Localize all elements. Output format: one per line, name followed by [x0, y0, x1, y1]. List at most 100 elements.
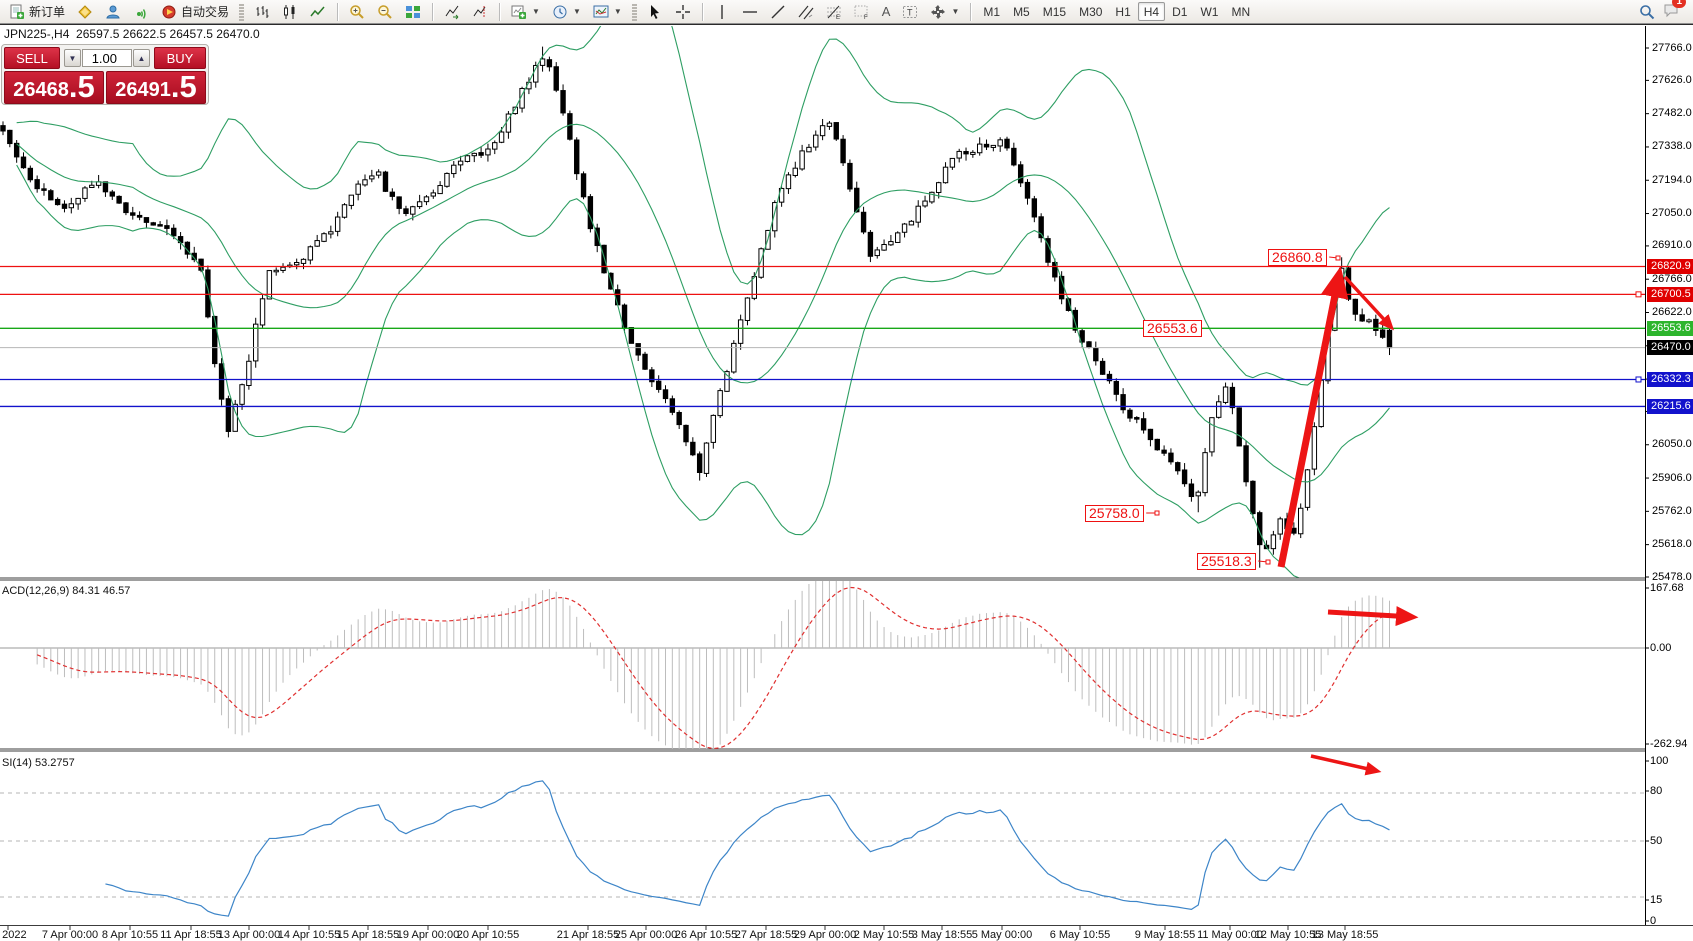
buy-button[interactable]: BUY — [154, 47, 206, 69]
volume-input[interactable]: 1.00 — [82, 49, 132, 67]
horizontal-line-button[interactable] — [737, 2, 763, 22]
bollinger-middle[interactable] — [16, 123, 1390, 483]
candles — [0, 46, 1393, 568]
annotation-handle[interactable] — [1154, 510, 1160, 516]
metaeditor-icon — [78, 4, 92, 19]
macd-momentum-arrow[interactable] — [1327, 606, 1419, 627]
toolbar-grip[interactable] — [631, 2, 637, 21]
toolbar-separator — [701, 2, 703, 21]
fibonacci-button[interactable]: E — [821, 2, 847, 22]
text-label-button[interactable]: T — [897, 2, 923, 22]
rally-up-arrow[interactable] — [1277, 266, 1349, 568]
text-button[interactable]: A — [877, 2, 896, 22]
crosshair-icon — [675, 4, 690, 19]
timeframe-h1[interactable]: H1 — [1115, 4, 1131, 19]
timeframe-m30[interactable]: M30 — [1079, 4, 1103, 19]
signals-icon — [137, 8, 146, 19]
timeframe-m15[interactable]: M15 — [1042, 4, 1067, 19]
notifications-button[interactable]: 1 — [1663, 0, 1686, 21]
candlestick-button[interactable] — [277, 2, 303, 22]
candlestick-icon — [284, 4, 295, 19]
new-order-icon — [10, 4, 24, 19]
autotrade-button[interactable]: 自动交易 — [156, 2, 234, 22]
arrows-button[interactable]: ▼ — [925, 2, 964, 22]
hline-handle[interactable] — [1635, 376, 1642, 383]
hline-handle[interactable] — [1635, 291, 1642, 298]
grid-button[interactable]: F — [849, 2, 875, 22]
rsi-line — [105, 780, 1390, 917]
metaeditor-button[interactable] — [72, 2, 98, 22]
volume-decrease-button[interactable]: ▼ — [64, 49, 81, 67]
line-chart-button[interactable] — [305, 2, 331, 22]
svg-text:F: F — [864, 15, 868, 20]
trendline-button[interactable] — [765, 2, 791, 22]
buy-price-display[interactable]: 26491.5 — [106, 71, 206, 104]
sell-price-main: 26468 — [13, 79, 69, 101]
volume-increase-button[interactable]: ▲ — [133, 49, 150, 67]
buy-price-main: 26491 — [115, 79, 171, 101]
vertical-line-button[interactable] — [709, 2, 735, 22]
fibonacci-icon: E — [826, 5, 841, 20]
crosshair-button[interactable] — [670, 2, 696, 22]
timeframe-m1[interactable]: M1 — [983, 4, 1001, 19]
bollinger-upper[interactable] — [16, 0, 1390, 386]
chart-shift-button[interactable] — [467, 2, 493, 22]
timeframe-h4[interactable]: H4 — [1137, 2, 1166, 21]
auto-scroll-button[interactable] — [439, 2, 465, 22]
signals-button[interactable] — [128, 2, 154, 22]
timeframe-d1[interactable]: D1 — [1172, 4, 1188, 19]
bar-chart-button[interactable] — [249, 2, 275, 22]
annotation-handle[interactable] — [1335, 255, 1341, 261]
tile-windows-icon — [406, 5, 421, 18]
sell-button[interactable]: SELL — [4, 47, 60, 69]
new-order-button[interactable]: 新订单 — [4, 2, 70, 22]
zoom-in-icon — [350, 4, 364, 19]
toolbar-grip[interactable] — [239, 2, 245, 21]
text-a-icon: A — [881, 4, 891, 19]
new-chart-button[interactable]: ▼ — [506, 2, 545, 22]
one-click-trading-panel: SELL ▼ 1.00 ▲ BUY 26468.5 26491.5 — [1, 44, 209, 105]
templates-button[interactable]: ▼ — [588, 2, 627, 22]
timeframe-m5[interactable]: M5 — [1013, 4, 1030, 19]
template-icon — [593, 5, 609, 17]
volume-control: ▼ 1.00 ▲ — [62, 47, 152, 69]
text-label-icon: T — [903, 5, 918, 18]
annotation-handle[interactable] — [1265, 559, 1271, 565]
periods-button[interactable]: ▼ — [547, 2, 586, 22]
sell-price-display[interactable]: 26468.5 — [4, 71, 104, 104]
community-button[interactable] — [100, 2, 126, 22]
cursor-icon — [650, 4, 659, 19]
clock-icon — [553, 5, 567, 18]
rsi-down-arrow[interactable] — [1310, 754, 1382, 776]
dropdown-caret-icon: ▼ — [532, 7, 540, 16]
toolbar-right: 1 — [1639, 0, 1689, 21]
new-order-label: 新订单 — [29, 5, 66, 19]
svg-text:E: E — [836, 15, 840, 20]
timeframe-mn[interactable]: MN — [1231, 4, 1251, 19]
toolbar-separator — [970, 2, 972, 21]
sell-price-frac: .5 — [68, 69, 95, 104]
bollinger-lower[interactable] — [16, 164, 1390, 627]
pullback-down-arrow[interactable] — [1343, 275, 1395, 331]
cursor-button[interactable] — [642, 2, 668, 22]
search-icon[interactable] — [1639, 4, 1655, 20]
chart-shift-icon — [473, 5, 486, 18]
auto-scroll-icon — [445, 5, 459, 19]
horizontal-line-icon — [742, 10, 757, 13]
svg-text:T: T — [907, 7, 913, 17]
dropdown-caret-icon: ▼ — [613, 7, 622, 16]
dropdown-caret-icon: ▼ — [951, 7, 960, 16]
zoom-out-button[interactable] — [372, 2, 398, 22]
zoom-in-button[interactable] — [344, 2, 370, 22]
bar-chart-icon — [256, 5, 269, 18]
trendline-icon — [771, 5, 785, 18]
zoom-out-icon — [378, 4, 392, 19]
channel-button[interactable] — [793, 2, 819, 22]
timeframe-w1[interactable]: W1 — [1200, 4, 1219, 19]
line-chart-icon — [310, 6, 325, 16]
tile-windows-button[interactable] — [400, 2, 426, 22]
toolbar-separator — [499, 2, 501, 21]
community-icon — [106, 5, 120, 18]
